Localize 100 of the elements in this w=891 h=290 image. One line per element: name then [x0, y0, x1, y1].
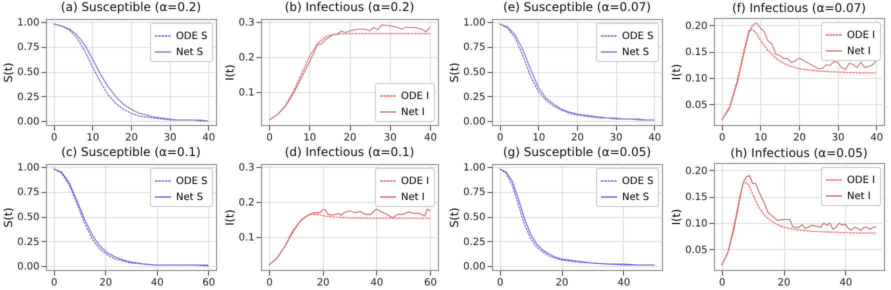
x-tick-label: 0: [266, 278, 273, 288]
x-tick-label: 0: [719, 278, 726, 288]
x-tick-label: 30: [384, 132, 397, 144]
x-tick-label: 40: [648, 132, 662, 144]
legend-label: ODE S: [176, 31, 208, 42]
chart-title: (b) Infectious (α=0.2): [284, 0, 414, 14]
y-axis-title: I(t): [670, 64, 684, 80]
y-tick-label: 0.25: [463, 236, 486, 248]
y-tick-label: 0.75: [17, 42, 40, 54]
y-tick-label: 1.00: [17, 162, 40, 174]
legend-label: Net I: [847, 46, 871, 57]
y-tick-label: 1.00: [463, 162, 486, 174]
x-tick-label: 60: [202, 278, 216, 288]
legend-label: Net I: [401, 192, 425, 203]
y-axis-title: S(t): [2, 62, 16, 82]
y-tick-label: 0.2: [238, 52, 254, 64]
y-tick-label: 0.1: [238, 88, 254, 99]
legend-label: ODE I: [401, 176, 430, 187]
x-tick-label: 10: [86, 132, 100, 144]
x-tick-label: 0: [266, 132, 273, 144]
line-series: [499, 168, 655, 266]
y-axis-title: S(t): [2, 208, 16, 228]
y-tick-label: 0.50: [463, 212, 486, 224]
x-tick-label: 0: [51, 278, 58, 288]
y-tick-label: 0.10: [685, 74, 708, 85]
y-tick-label: 0.50: [17, 212, 40, 224]
y-tick-label: 0.2: [238, 198, 254, 209]
chart-title: (d) Infectious (α=0.1): [284, 145, 414, 160]
y-tick-label: 0.75: [17, 187, 40, 198]
y-tick-label: 0.20: [685, 166, 708, 177]
y-tick-label: 0.00: [17, 116, 40, 128]
line-series: [499, 24, 655, 120]
legend-label: ODE S: [622, 31, 654, 42]
x-tick-label: 20: [344, 132, 356, 144]
y-axis-title: I(t): [670, 208, 684, 226]
legend-label: ODE I: [847, 175, 876, 186]
x-tick-label: 40: [839, 278, 852, 288]
legend-label: Net I: [401, 107, 425, 118]
x-tick-label: 10: [754, 132, 768, 144]
x-tick-label: 40: [150, 278, 164, 288]
legend-label: ODE S: [176, 176, 208, 187]
x-tick-label: 20: [571, 132, 584, 144]
legend-label: ODE I: [847, 30, 876, 41]
y-tick-label: 0.05: [685, 244, 708, 256]
chart-title: (c) Susceptible (α=0.1): [61, 144, 201, 159]
y-tick-label: 0.15: [685, 47, 708, 58]
line-series: [53, 24, 209, 122]
x-tick-label: 0: [497, 278, 504, 288]
chart-title: (e) Susceptible (α=0.07): [503, 0, 651, 14]
legend-label: ODE I: [401, 91, 430, 102]
legend-label: Net S: [622, 47, 650, 58]
x-tick-label: 20: [99, 278, 112, 288]
x-tick-label: 20: [316, 278, 330, 288]
x-tick-label: 60: [424, 278, 437, 288]
y-tick-label: 0.75: [463, 42, 486, 54]
y-tick-label: 0.75: [463, 187, 486, 198]
y-tick-label: 0.25: [17, 236, 40, 248]
x-tick-label: 30: [164, 132, 177, 144]
y-tick-label: 0.00: [463, 262, 486, 273]
y-tick-label: 0.15: [685, 192, 708, 204]
y-tick-label: 1.00: [463, 17, 486, 28]
x-tick-label: 0: [51, 132, 58, 144]
legend-label: Net I: [847, 191, 871, 202]
y-axis-title: S(t): [448, 208, 462, 228]
y-tick-label: 0.00: [17, 262, 40, 273]
y-tick-label: 0.10: [685, 218, 708, 230]
x-tick-label: 40: [424, 132, 437, 144]
legend-label: Net S: [176, 47, 204, 58]
chart-title: (f) Infectious (α=0.07): [732, 1, 866, 15]
y-tick-label: 0.50: [17, 67, 40, 78]
x-tick-label: 20: [778, 278, 790, 288]
x-tick-label: 40: [870, 132, 884, 144]
x-tick-label: 10: [303, 132, 316, 144]
y-tick-label: 0.05: [685, 100, 708, 111]
legend-label: Net S: [176, 192, 204, 203]
legend-label: Net S: [622, 192, 650, 203]
y-tick-label: 0.3: [238, 162, 254, 174]
x-tick-label: 40: [617, 278, 630, 288]
y-axis-title: I(t): [224, 209, 237, 226]
x-tick-label: 0: [497, 132, 504, 144]
x-tick-label: 20: [125, 132, 138, 144]
y-tick-label: 0.00: [463, 116, 486, 128]
chart-title: (h) Infectious (α=0.05): [730, 146, 868, 160]
x-tick-label: 40: [202, 132, 216, 144]
x-tick-label: 30: [832, 132, 845, 144]
legend-label: ODE S: [622, 176, 654, 187]
y-tick-label: 0.1: [238, 232, 254, 244]
y-tick-label: 0.50: [463, 67, 486, 78]
chart-title: (a) Susceptible (α=0.2): [60, 0, 202, 14]
x-tick-label: 40: [370, 278, 384, 288]
y-tick-label: 1.00: [17, 17, 40, 28]
x-tick-label: 20: [556, 278, 568, 288]
x-tick-label: 20: [793, 132, 806, 144]
y-axis-title: I(t): [224, 64, 237, 81]
chart-title: (g) Susceptible (α=0.05): [502, 144, 652, 159]
y-tick-label: 0.3: [238, 18, 254, 29]
y-tick-label: 0.25: [463, 92, 486, 103]
x-tick-label: 30: [610, 132, 623, 144]
y-axis-title: S(t): [448, 62, 462, 82]
y-tick-label: 0.20: [685, 20, 708, 32]
